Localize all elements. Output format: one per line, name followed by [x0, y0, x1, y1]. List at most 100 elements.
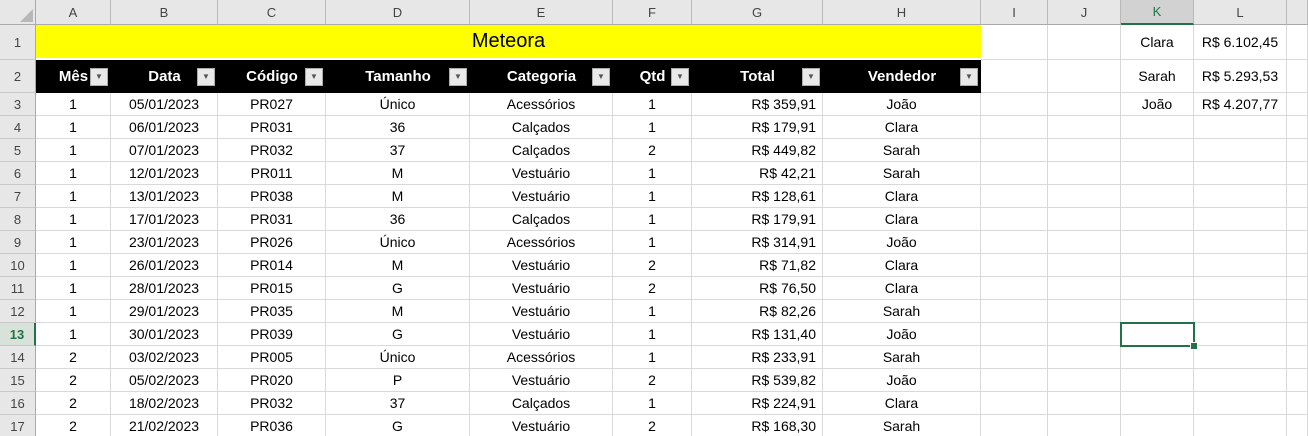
selection-box-K13[interactable] — [1120, 322, 1198, 350]
cell-L17[interactable] — [1194, 415, 1287, 436]
cell-K14[interactable] — [1121, 346, 1194, 369]
cell-H11[interactable]: Clara — [823, 277, 981, 300]
row-header-8[interactable]: 8 — [0, 208, 36, 231]
cell-K15[interactable] — [1121, 369, 1194, 392]
cell-I11[interactable] — [981, 277, 1048, 300]
cell-I10[interactable] — [981, 254, 1048, 277]
cell-B13[interactable]: 30/01/2023 — [111, 323, 218, 346]
cell-M6[interactable] — [1287, 162, 1308, 185]
cell-I7[interactable] — [981, 185, 1048, 208]
cell-E7[interactable]: Vestuário — [470, 185, 613, 208]
cell-F13[interactable]: 1 — [613, 323, 692, 346]
cell-L1[interactable]: R$ 6.102,45 — [1194, 25, 1287, 60]
cell-C14[interactable]: PR005 — [218, 346, 326, 369]
column-header-D[interactable]: D — [326, 0, 470, 25]
cell-B8[interactable]: 17/01/2023 — [111, 208, 218, 231]
cell-I13[interactable] — [981, 323, 1048, 346]
filter-button-F[interactable]: ▼ — [671, 67, 689, 86]
cell-L16[interactable] — [1194, 392, 1287, 415]
cell-E4[interactable]: Calçados — [470, 116, 613, 139]
cell-H15[interactable]: João — [823, 369, 981, 392]
cell-J1[interactable] — [1048, 25, 1121, 60]
cell-M2[interactable] — [1287, 60, 1308, 93]
cell-K11[interactable] — [1121, 277, 1194, 300]
column-header-B[interactable]: B — [111, 0, 218, 25]
cell-L7[interactable] — [1194, 185, 1287, 208]
cell-H10[interactable]: Clara — [823, 254, 981, 277]
cell-H4[interactable]: Clara — [823, 116, 981, 139]
row-header-4[interactable]: 4 — [0, 116, 36, 139]
cell-F4[interactable]: 1 — [613, 116, 692, 139]
row-header-5[interactable]: 5 — [0, 139, 36, 162]
cell-C11[interactable]: PR015 — [218, 277, 326, 300]
cell-E14[interactable]: Acessórios — [470, 346, 613, 369]
cell-K3[interactable]: João — [1121, 93, 1194, 116]
cell-J13[interactable] — [1048, 323, 1121, 346]
cell-H14[interactable]: Sarah — [823, 346, 981, 369]
cell-H9[interactable]: João — [823, 231, 981, 254]
cell-K10[interactable] — [1121, 254, 1194, 277]
filter-button-C[interactable]: ▼ — [305, 67, 323, 86]
row-header-3[interactable]: 3 — [0, 93, 36, 116]
filter-button-D[interactable]: ▼ — [449, 67, 467, 86]
cell-L15[interactable] — [1194, 369, 1287, 392]
cell-G5[interactable]: R$ 449,82 — [692, 139, 823, 162]
cell-M5[interactable] — [1287, 139, 1308, 162]
cell-H3[interactable]: João — [823, 93, 981, 116]
cell-K2[interactable]: Sarah — [1121, 60, 1194, 93]
cell-K17[interactable] — [1121, 415, 1194, 436]
header-cell-D[interactable]: Tamanho ▼ — [326, 60, 470, 93]
cell-E13[interactable]: Vestuário — [470, 323, 613, 346]
cell-E9[interactable]: Acessórios — [470, 231, 613, 254]
header-cell-H[interactable]: Vendedor ▼ — [823, 60, 981, 93]
cell-B5[interactable]: 07/01/2023 — [111, 139, 218, 162]
cell-B14[interactable]: 03/02/2023 — [111, 346, 218, 369]
cell-I8[interactable] — [981, 208, 1048, 231]
cell-L10[interactable] — [1194, 254, 1287, 277]
cell-L8[interactable] — [1194, 208, 1287, 231]
column-header-F[interactable]: F — [613, 0, 692, 25]
cell-M8[interactable] — [1287, 208, 1308, 231]
cell-C17[interactable]: PR036 — [218, 415, 326, 436]
cell-G16[interactable]: R$ 224,91 — [692, 392, 823, 415]
cell-F5[interactable]: 2 — [613, 139, 692, 162]
cell-F12[interactable]: 1 — [613, 300, 692, 323]
cell-E16[interactable]: Calçados — [470, 392, 613, 415]
cell-D10[interactable]: M — [326, 254, 470, 277]
cell-I16[interactable] — [981, 392, 1048, 415]
cell-A9[interactable]: 1 — [36, 231, 111, 254]
row-header-12[interactable]: 12 — [0, 300, 36, 323]
cell-K5[interactable] — [1121, 139, 1194, 162]
cell-I1[interactable] — [981, 25, 1048, 60]
cell-E10[interactable]: Vestuário — [470, 254, 613, 277]
cell-D7[interactable]: M — [326, 185, 470, 208]
cell-E11[interactable]: Vestuário — [470, 277, 613, 300]
cell-M3[interactable] — [1287, 93, 1308, 116]
cell-F16[interactable]: 1 — [613, 392, 692, 415]
cell-J5[interactable] — [1048, 139, 1121, 162]
cell-J6[interactable] — [1048, 162, 1121, 185]
cell-M4[interactable] — [1287, 116, 1308, 139]
cell-J11[interactable] — [1048, 277, 1121, 300]
column-header-E[interactable]: E — [470, 0, 613, 25]
cell-M7[interactable] — [1287, 185, 1308, 208]
cell-I5[interactable] — [981, 139, 1048, 162]
cell-C3[interactable]: PR027 — [218, 93, 326, 116]
cell-F17[interactable]: 2 — [613, 415, 692, 436]
cell-C5[interactable]: PR032 — [218, 139, 326, 162]
cell-I2[interactable] — [981, 60, 1048, 93]
cell-M11[interactable] — [1287, 277, 1308, 300]
cell-F15[interactable]: 2 — [613, 369, 692, 392]
cell-G10[interactable]: R$ 71,82 — [692, 254, 823, 277]
cell-K4[interactable] — [1121, 116, 1194, 139]
cell-D9[interactable]: Único — [326, 231, 470, 254]
cell-C13[interactable]: PR039 — [218, 323, 326, 346]
cell-A14[interactable]: 2 — [36, 346, 111, 369]
cell-J7[interactable] — [1048, 185, 1121, 208]
cell-E3[interactable]: Acessórios — [470, 93, 613, 116]
cell-D4[interactable]: 36 — [326, 116, 470, 139]
cell-A15[interactable]: 2 — [36, 369, 111, 392]
cell-J14[interactable] — [1048, 346, 1121, 369]
cell-H6[interactable]: Sarah — [823, 162, 981, 185]
cell-H13[interactable]: João — [823, 323, 981, 346]
